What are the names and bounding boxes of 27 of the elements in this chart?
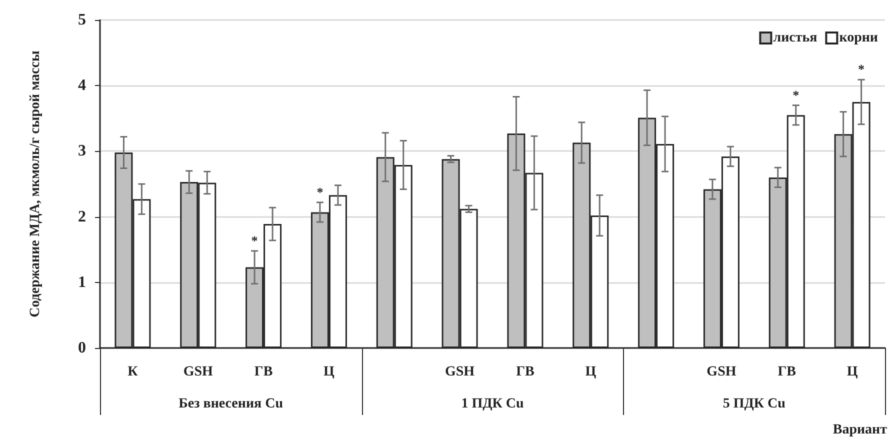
y-tick-label: 4: [78, 77, 86, 94]
x-tick-label: ГВ: [254, 364, 273, 380]
text: Без внесения Cu: [178, 396, 284, 412]
x-tick-label: ГВ: [778, 364, 796, 380]
data-label: *: [858, 62, 865, 77]
x-tick-label: Ц: [324, 364, 335, 380]
y-tick-label: 1: [78, 274, 86, 291]
x-tick-label: GSH: [183, 364, 214, 380]
y-tick-label: 5: [78, 12, 86, 28]
legend-label: листья: [773, 30, 818, 46]
x-tick-label: ГВ: [516, 364, 534, 380]
data-label: *: [316, 184, 324, 200]
x-axis-title: Вариант: [832, 422, 888, 438]
legend-label: корни: [839, 30, 878, 46]
y-axis-title: Содержание МДА, мкмоль/г сырой массы: [28, 50, 43, 318]
x-tick-label: К: [128, 364, 139, 380]
text: 5 ПДК Cu: [722, 396, 786, 412]
x-tick-label: GSH: [445, 364, 475, 380]
x-tick-label: GSH: [706, 364, 736, 380]
x-tick-label: Ц: [585, 364, 596, 380]
x-tick-label: Ц: [846, 364, 858, 380]
y-tick-label: 3: [78, 142, 86, 160]
data-label: *: [251, 232, 258, 248]
data-label: *: [792, 87, 800, 102]
text: 1 ПДК Cu: [461, 396, 524, 412]
y-tick-label: 2: [78, 208, 86, 226]
y-tick-label: 0: [78, 340, 86, 356]
